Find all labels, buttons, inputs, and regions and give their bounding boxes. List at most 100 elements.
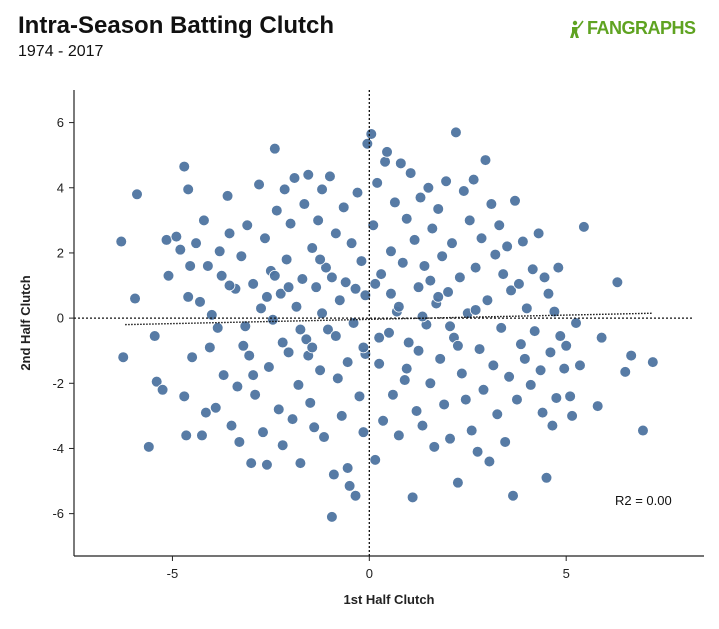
data-point (398, 374, 411, 386)
data-point (326, 511, 338, 523)
x-tick-label: 5 (563, 566, 570, 581)
data-point (393, 300, 405, 313)
r-squared-label: R2 = 0.00 (615, 493, 672, 508)
data-point (259, 232, 271, 245)
data-point (351, 186, 364, 199)
data-point (270, 204, 283, 217)
data-point (194, 296, 206, 308)
data-point (243, 349, 256, 362)
data-point (178, 160, 191, 173)
data-point (211, 322, 224, 334)
data-point (190, 237, 202, 249)
data-point (377, 414, 389, 427)
data-point (499, 436, 511, 448)
x-axis-label: 1st Half Clutch (343, 592, 434, 607)
data-point (314, 253, 326, 266)
data-point (294, 323, 307, 336)
data-point (180, 429, 193, 442)
data-point (308, 421, 320, 434)
data-point (373, 357, 385, 370)
data-point (156, 384, 169, 396)
data-point (410, 405, 423, 417)
data-point (471, 445, 484, 458)
y-tick-label: -2 (52, 376, 64, 391)
data-point (209, 401, 222, 414)
x-tick-label: -5 (167, 566, 179, 581)
data-point (469, 304, 482, 316)
logo-text: FANGRAPHS (587, 18, 696, 38)
data-point (282, 346, 295, 359)
data-point (280, 253, 293, 266)
data-point (389, 196, 401, 209)
data-point (375, 268, 387, 280)
data-point (513, 278, 525, 290)
data-point (357, 341, 370, 354)
data-point (247, 278, 259, 290)
data-point (438, 398, 450, 411)
data-point (538, 271, 551, 284)
fangraphs-logo: FANGRAPHS (570, 18, 696, 39)
data-point (341, 462, 354, 474)
data-point (182, 183, 194, 196)
data-point (330, 330, 342, 342)
data-point (436, 250, 448, 262)
data-point (328, 468, 340, 481)
data-point (298, 198, 311, 210)
data-point (452, 476, 464, 489)
data-point (310, 281, 322, 293)
data-point (395, 157, 407, 170)
data-point (304, 397, 317, 409)
data-point (292, 379, 305, 391)
data-point (239, 320, 252, 333)
data-point (231, 380, 244, 393)
data-point (215, 269, 228, 282)
data-point (249, 388, 261, 401)
data-point (186, 351, 198, 364)
data-point (233, 436, 246, 448)
data-point (414, 191, 427, 204)
data-point (385, 287, 397, 300)
data-point (341, 356, 354, 368)
data-point (424, 377, 437, 390)
data-point (483, 455, 496, 468)
data-point (170, 230, 183, 243)
data-point (274, 287, 287, 300)
data-point (408, 234, 421, 246)
data-point (296, 273, 309, 285)
data-point (253, 178, 265, 191)
data-point (519, 353, 531, 365)
data-point (335, 410, 348, 422)
data-point (503, 370, 515, 383)
data-point (501, 240, 513, 253)
data-point (485, 198, 498, 210)
data-point (162, 269, 175, 282)
data-point (129, 292, 141, 305)
data-point (284, 217, 297, 230)
data-point (625, 349, 637, 362)
data-point (574, 359, 586, 372)
data-point (312, 214, 324, 227)
data-point (412, 281, 425, 293)
data-point (379, 155, 391, 168)
data-point (440, 175, 452, 188)
data-point (373, 331, 385, 344)
data-point (489, 248, 502, 261)
data-point (200, 406, 212, 419)
data-point (481, 294, 494, 306)
data-point (404, 167, 417, 179)
data-point (426, 222, 439, 235)
data-point (339, 276, 352, 289)
data-point (416, 310, 429, 323)
data-point (349, 489, 362, 502)
data-point (324, 170, 336, 183)
data-point (396, 256, 409, 269)
data-point (316, 183, 328, 196)
data-point (361, 137, 374, 150)
data-point (544, 346, 557, 359)
data-point (223, 227, 236, 240)
data-point (434, 353, 446, 365)
x-tick-label: 0 (366, 566, 373, 581)
data-point (432, 291, 445, 303)
data-point (276, 336, 289, 349)
data-point (578, 221, 590, 233)
